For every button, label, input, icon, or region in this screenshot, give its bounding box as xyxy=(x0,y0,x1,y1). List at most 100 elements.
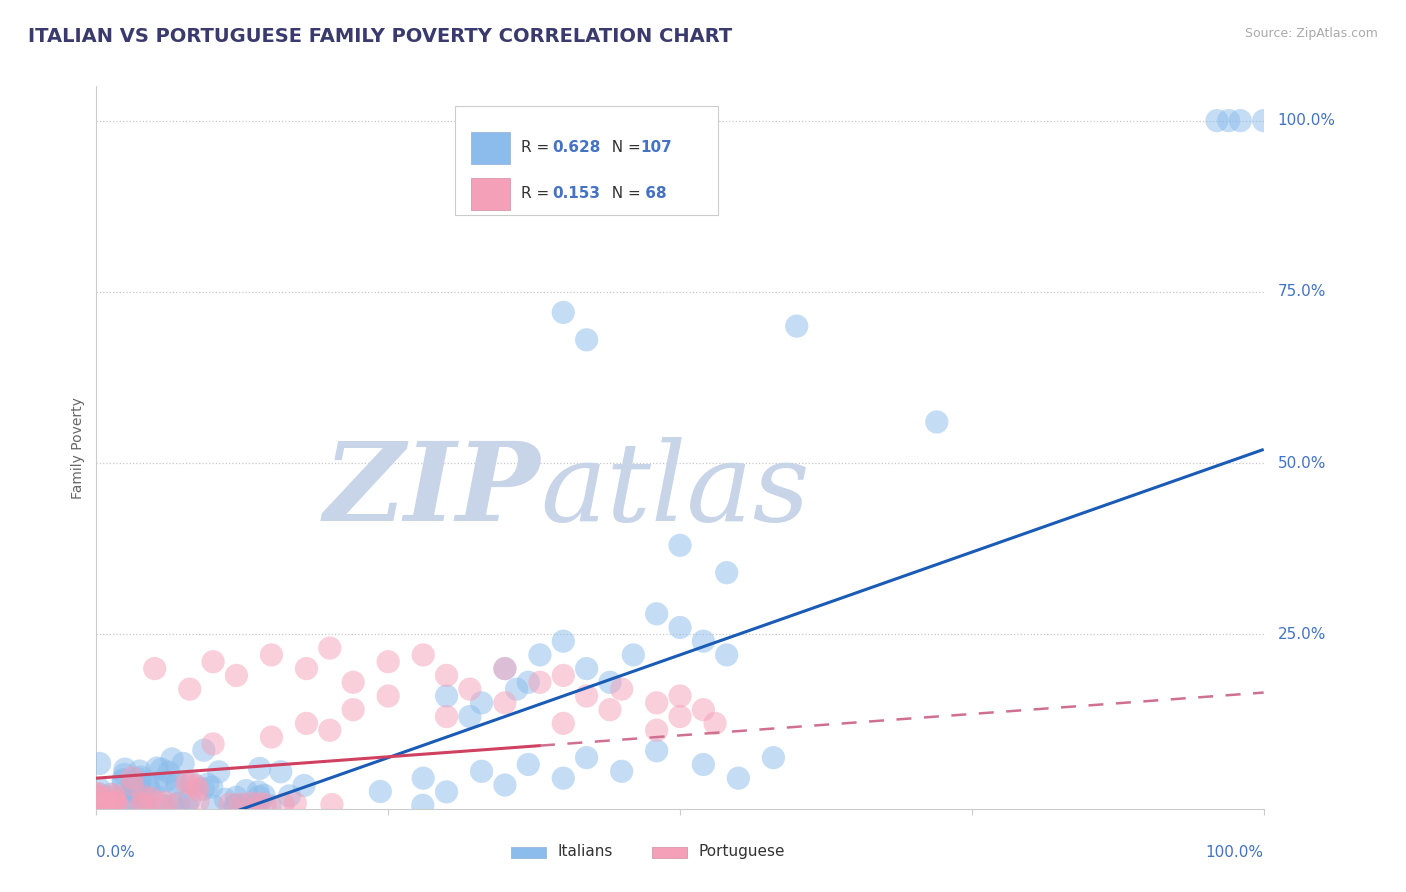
Point xyxy=(1218,113,1240,128)
Point xyxy=(412,771,434,785)
Point xyxy=(121,771,143,785)
Point xyxy=(96,797,118,812)
Point xyxy=(129,798,152,813)
Point xyxy=(89,756,111,771)
Point xyxy=(1229,113,1251,128)
Point xyxy=(104,795,127,809)
Point xyxy=(132,797,155,811)
Point xyxy=(553,771,575,785)
Point xyxy=(128,780,150,795)
Point xyxy=(138,782,160,797)
Point xyxy=(101,790,124,805)
Text: 68: 68 xyxy=(640,186,666,202)
Point xyxy=(239,796,262,810)
Point xyxy=(89,798,111,813)
Point xyxy=(89,788,111,802)
Point xyxy=(103,789,125,804)
Point xyxy=(179,792,201,806)
Point xyxy=(370,784,392,798)
Text: R =: R = xyxy=(520,140,554,155)
Point xyxy=(575,333,598,347)
Text: 25.0%: 25.0% xyxy=(1278,627,1326,642)
Point xyxy=(145,776,167,790)
Point xyxy=(155,795,177,809)
Point xyxy=(129,770,152,784)
Point xyxy=(89,798,111,813)
Point xyxy=(193,743,215,757)
Point xyxy=(575,689,598,703)
Point xyxy=(208,764,231,779)
Point xyxy=(202,655,225,669)
Point xyxy=(229,797,252,811)
Text: 0.0%: 0.0% xyxy=(97,845,135,860)
Point xyxy=(319,723,342,738)
Point xyxy=(253,797,276,812)
Point xyxy=(201,798,224,813)
Point xyxy=(172,756,194,771)
Text: atlas: atlas xyxy=(540,437,810,545)
Point xyxy=(155,773,177,788)
Point xyxy=(494,696,516,710)
Text: Italians: Italians xyxy=(558,844,613,859)
Point xyxy=(342,703,364,717)
Point xyxy=(136,777,159,791)
Point xyxy=(167,797,190,811)
Text: N =: N = xyxy=(602,186,645,202)
Point xyxy=(157,765,180,780)
Text: R =: R = xyxy=(520,186,554,202)
Point xyxy=(246,798,269,813)
Point xyxy=(132,789,155,804)
Point xyxy=(121,778,143,792)
Point xyxy=(160,752,183,766)
Point xyxy=(86,788,108,802)
Point xyxy=(121,780,143,795)
Point xyxy=(187,782,209,797)
Point xyxy=(134,798,156,813)
Point xyxy=(412,798,434,813)
Point xyxy=(120,795,142,809)
Point xyxy=(91,795,114,809)
Text: 0.628: 0.628 xyxy=(551,140,600,155)
Text: 107: 107 xyxy=(640,140,672,155)
Point xyxy=(249,796,271,810)
Point xyxy=(112,772,135,787)
Point xyxy=(201,780,224,794)
Point xyxy=(166,778,188,792)
Point xyxy=(458,682,481,697)
Text: ZIP: ZIP xyxy=(323,437,540,545)
Point xyxy=(148,796,170,810)
Point xyxy=(645,744,668,758)
Point xyxy=(436,689,458,703)
Point xyxy=(704,716,727,731)
Point xyxy=(692,757,714,772)
Point xyxy=(259,798,281,813)
Point xyxy=(225,790,247,805)
Point xyxy=(235,783,257,797)
Point xyxy=(692,703,714,717)
Point xyxy=(669,689,692,703)
Point xyxy=(342,675,364,690)
Point xyxy=(553,634,575,648)
Point xyxy=(124,778,146,792)
Point xyxy=(112,798,135,813)
Point xyxy=(1206,113,1229,128)
Text: 75.0%: 75.0% xyxy=(1278,285,1326,300)
Point xyxy=(292,779,315,793)
Text: 50.0%: 50.0% xyxy=(1278,456,1326,471)
Point xyxy=(610,682,633,697)
Point xyxy=(176,798,198,813)
Point xyxy=(575,662,598,676)
Point xyxy=(517,757,540,772)
Point xyxy=(494,662,516,676)
Point xyxy=(243,798,266,813)
Point xyxy=(529,648,551,662)
Point xyxy=(505,682,527,697)
Point xyxy=(553,305,575,319)
Point xyxy=(87,792,110,806)
Point xyxy=(90,798,112,813)
Point xyxy=(645,607,668,621)
Point xyxy=(645,696,668,710)
Point xyxy=(103,794,125,808)
Point xyxy=(925,415,948,429)
Point xyxy=(105,796,128,810)
